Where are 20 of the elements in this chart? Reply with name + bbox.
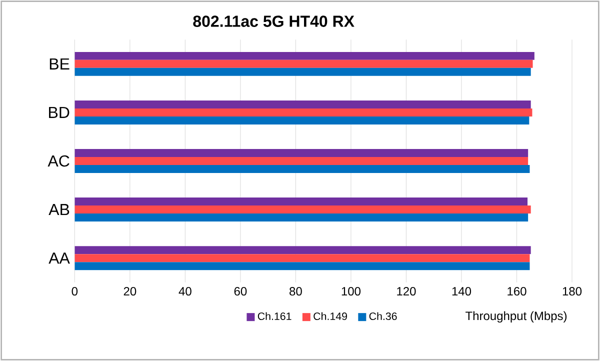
x-tick-label: 140	[452, 287, 472, 296]
y-tick-label: AB	[48, 204, 70, 216]
y-tick-label: BE	[50, 58, 70, 70]
x-tick-label: 160	[508, 287, 526, 296]
legend-label: Ch.149	[314, 312, 347, 320]
legend-label: Ch.36	[369, 312, 397, 320]
x-tick-label: 120	[397, 287, 416, 296]
legend-label: Ch.161	[258, 312, 292, 320]
x-tick-label: 60	[234, 287, 247, 296]
x-tick-label: 100	[342, 287, 361, 296]
y-tick-label: BD	[49, 106, 70, 118]
x-tick-label: 0	[72, 287, 78, 296]
x-tick-label: 180	[562, 287, 582, 296]
x-tick-label: 20	[124, 287, 136, 296]
y-tick-label: AA	[48, 252, 70, 264]
y-tick-label: AC	[48, 155, 70, 167]
chart-title: 802.11ac 5G HT40 RX	[193, 16, 354, 27]
x-axis-title: Throughput (Mbps)	[466, 311, 567, 322]
x-tick-label: 40	[178, 287, 192, 296]
x-tick-label: 80	[290, 287, 302, 296]
